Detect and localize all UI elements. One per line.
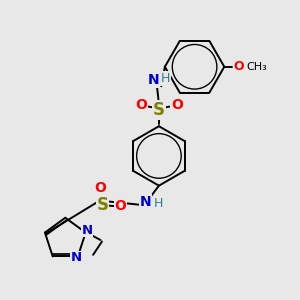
Text: O: O bbox=[94, 181, 106, 195]
Text: N: N bbox=[148, 73, 159, 87]
Text: N: N bbox=[82, 224, 93, 237]
Text: H: H bbox=[153, 197, 163, 210]
Text: N: N bbox=[71, 251, 82, 265]
Text: N: N bbox=[140, 195, 152, 209]
Text: O: O bbox=[135, 98, 147, 112]
Text: CH₃: CH₃ bbox=[247, 62, 267, 72]
Text: H: H bbox=[161, 72, 170, 85]
Text: S: S bbox=[153, 101, 165, 119]
Text: O: O bbox=[114, 200, 126, 214]
Text: S: S bbox=[96, 196, 108, 214]
Text: O: O bbox=[171, 98, 183, 112]
Text: O: O bbox=[234, 60, 244, 73]
